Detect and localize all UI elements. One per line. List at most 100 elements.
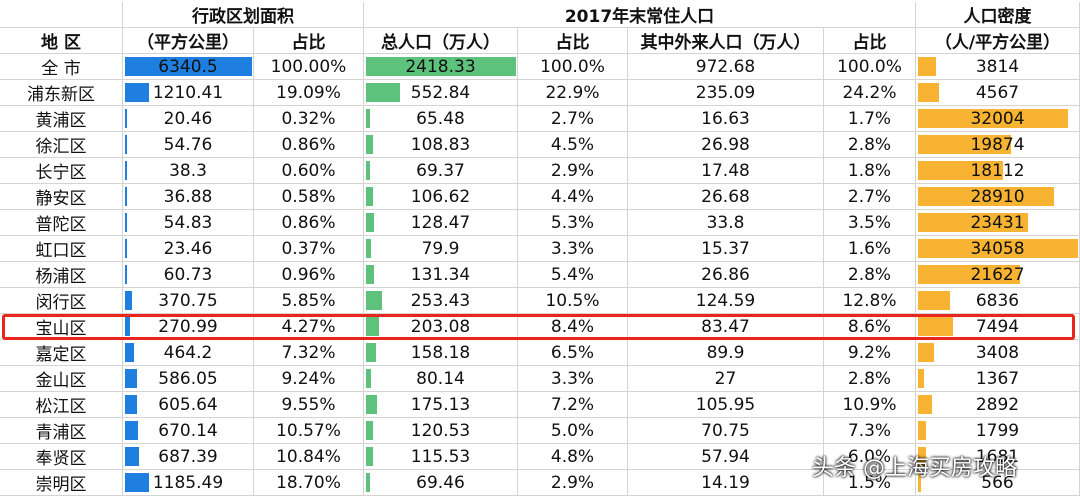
area-value: 1185.49 xyxy=(152,472,224,493)
area-share-cell: 0.32% xyxy=(254,106,364,132)
density-data-bar xyxy=(918,317,953,336)
pop-data-bar xyxy=(366,473,370,492)
migrant-value-cell: 70.75 xyxy=(628,418,824,444)
population-value: 69.46 xyxy=(416,472,465,493)
density-data-bar xyxy=(918,473,921,492)
area-share-cell: 0.86% xyxy=(254,132,364,158)
density-data-bar xyxy=(918,291,950,310)
density-value-cell: 18112 xyxy=(916,158,1080,184)
area-value: 586.05 xyxy=(158,368,218,389)
header-total-pop: 总人口（万人） xyxy=(364,28,518,54)
table-row: 全 市 6340.5 100.00% 2418.33 100.0% 972.68 100.0… xyxy=(0,54,1080,80)
area-value: 38.3 xyxy=(169,160,207,181)
area-value-cell: 38.3 xyxy=(123,158,254,184)
district-name-cell: 青浦区 xyxy=(0,418,123,444)
area-share: 19.09% xyxy=(276,82,341,103)
population-share: 5.4% xyxy=(550,264,595,285)
migrant-value-cell: 15.37 xyxy=(628,236,824,262)
population-share-cell: 100.0% xyxy=(518,54,628,80)
migrant-share-cell: 24.2% xyxy=(824,80,916,106)
population-share-cell: 3.3% xyxy=(518,366,628,392)
density-data-bar xyxy=(918,239,1078,258)
pop-data-bar xyxy=(366,291,382,310)
migrant-value: 89.9 xyxy=(706,342,745,363)
population-share: 5.0% xyxy=(550,420,595,441)
migrant-share: 2.8% xyxy=(847,134,892,155)
migrant-value-cell: 26.98 xyxy=(628,132,824,158)
area-data-bar xyxy=(125,395,137,414)
area-value: 270.99 xyxy=(158,316,218,337)
migrant-share: 24.2% xyxy=(842,82,897,103)
migrant-value-cell: 26.68 xyxy=(628,184,824,210)
migrant-share-cell: 2.8% xyxy=(824,262,916,288)
migrant-value-cell: 33.8 xyxy=(628,210,824,236)
area-data-bar xyxy=(125,161,127,180)
area-value: 54.83 xyxy=(163,212,213,233)
migrant-share-cell: 1.7% xyxy=(824,106,916,132)
pop-data-bar xyxy=(366,343,376,362)
area-value: 23.46 xyxy=(163,238,213,259)
district-name: 金山区 xyxy=(35,371,87,391)
migrant-share: 2.7% xyxy=(847,186,892,207)
population-share-cell: 4.4% xyxy=(518,184,628,210)
pop-data-bar xyxy=(366,109,370,128)
area-data-bar xyxy=(125,421,138,440)
migrant-share-cell: 12.8% xyxy=(824,288,916,314)
density-value: 21627 xyxy=(970,264,1025,285)
district-name: 徐汇区 xyxy=(35,137,87,157)
area-share: 0.86% xyxy=(281,134,336,155)
area-share-cell: 10.84% xyxy=(254,444,364,470)
population-value: 115.53 xyxy=(410,446,471,467)
density-value-cell: 4567 xyxy=(916,80,1080,106)
density-data-bar xyxy=(918,135,1011,154)
population-value-cell: 106.62 xyxy=(364,184,518,210)
population-share: 3.3% xyxy=(550,238,595,259)
district-name: 奉贤区 xyxy=(35,449,87,469)
area-share: 0.60% xyxy=(281,160,336,181)
pop-data-bar xyxy=(366,239,371,258)
area-value-cell: 1185.49 xyxy=(123,470,254,496)
migrant-value-cell: 235.09 xyxy=(628,80,824,106)
density-value-cell: 1799 xyxy=(916,418,1080,444)
population-value: 552.84 xyxy=(410,82,471,103)
migrant-share: 1.8% xyxy=(847,160,892,181)
density-value-cell: 28910 xyxy=(916,184,1080,210)
population-value-cell: 128.47 xyxy=(364,210,518,236)
migrant-share: 2.8% xyxy=(847,368,892,389)
population-share: 10.5% xyxy=(545,290,600,311)
migrant-value: 83.47 xyxy=(701,316,750,337)
table-row: 虹口区 23.46 0.37% 79.9 3.3% 15.37 1.6% 34058 xyxy=(0,236,1080,262)
pop-data-bar xyxy=(366,265,374,284)
density-value: 3814 xyxy=(975,56,1020,77)
population-value-cell: 115.53 xyxy=(364,444,518,470)
table-row: 嘉定区 464.2 7.32% 158.18 6.5% 89.9 9.2% 3408 xyxy=(0,340,1080,366)
area-data-bar xyxy=(125,369,137,388)
district-name-cell: 全 市 xyxy=(0,54,123,80)
density-data-bar xyxy=(918,57,936,76)
watermark: 头条 @上海买房攻略 xyxy=(812,456,1017,481)
migrant-share-cell: 6.0% xyxy=(824,444,916,470)
area-data-bar xyxy=(125,265,127,284)
district-name: 静安区 xyxy=(35,189,87,209)
header-migrant-pop: 其中外来人口（万人） xyxy=(628,28,824,54)
district-name: 普陀区 xyxy=(35,215,87,235)
migrant-value-cell: 27 xyxy=(628,366,824,392)
header-row-1: 行政区划面积 2017年末常住人口 人口密度 xyxy=(0,2,1080,28)
population-share-cell: 10.5% xyxy=(518,288,628,314)
population-share: 2.7% xyxy=(550,108,595,129)
header-row-2: 地 区 （平方公里） 占比 总人口（万人） 占比 其中外来人口（万人） 占比 （… xyxy=(0,28,1080,54)
area-data-bar xyxy=(125,473,149,492)
density-data-bar xyxy=(918,83,939,102)
population-share: 5.3% xyxy=(550,212,595,233)
migrant-share: 1.7% xyxy=(847,108,892,129)
population-value-cell: 120.53 xyxy=(364,418,518,444)
migrant-value: 26.68 xyxy=(701,186,750,207)
population-value: 253.43 xyxy=(410,290,471,311)
population-share-cell: 2.9% xyxy=(518,158,628,184)
population-share: 8.4% xyxy=(550,316,595,337)
migrant-share: 100.0% xyxy=(837,56,902,77)
table-row: 松江区 605.64 9.55% 175.13 7.2% 105.95 10.9% 2892 xyxy=(0,392,1080,418)
density-data-bar xyxy=(918,213,1028,232)
area-value-cell: 23.46 xyxy=(123,236,254,262)
